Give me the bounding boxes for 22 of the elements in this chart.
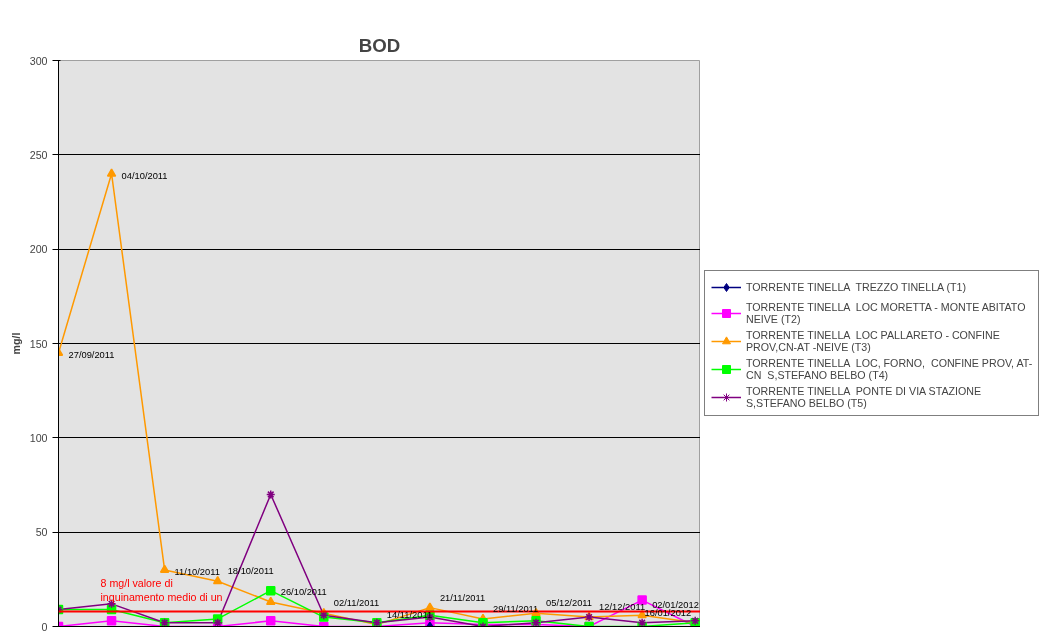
annotation: 05/12/2011: [546, 598, 593, 609]
y-tick-label: 300: [29, 54, 48, 67]
annotation: 16/01/2012: [644, 607, 692, 618]
ref-line-label: 8 mg/l valore di inquinamento medio di un: [100, 577, 223, 604]
y-tick-label: 200: [29, 243, 48, 256]
y-tick-label: 250: [29, 148, 48, 161]
y-axis-title: mg/l: [9, 332, 22, 355]
annotation: 02/11/2011: [333, 598, 380, 609]
y-tick-label: 0: [41, 620, 48, 633]
chart-title: BOD: [358, 34, 401, 56]
legend-label: TORRENTE TINELLA PONTE DI VIA STAZIONE S,STEFANO BELBO (T5): [746, 385, 982, 409]
legend-label: TORRENTE TINELLA LOC PALLARETO - CONFINE PROV,CN-AT -NEIVE (T3): [746, 329, 1000, 353]
annotation: 27/09/2011: [68, 349, 115, 360]
legend-label: TORRENTE TINELLA LOC, FORNO, CONFINE PROV, AT-CN S,STEFANO BELBO (T4): [746, 357, 1033, 381]
y-tick-label: 50: [35, 526, 48, 539]
y-tick-label: 150: [29, 337, 48, 350]
legend-label: TORRENTE TINELLA LOC MORETTA - MONTE ABITATO NEIVE (T2): [746, 301, 1026, 325]
y-tick-label: 100: [29, 431, 48, 444]
annotation: 21/11/2011: [439, 592, 486, 603]
legend-label: TORRENTE TINELLA TREZZO TINELLA (T1): [746, 281, 967, 293]
annotation: 11/10/2011: [174, 566, 220, 577]
annotation: 04/10/2011: [121, 170, 168, 181]
